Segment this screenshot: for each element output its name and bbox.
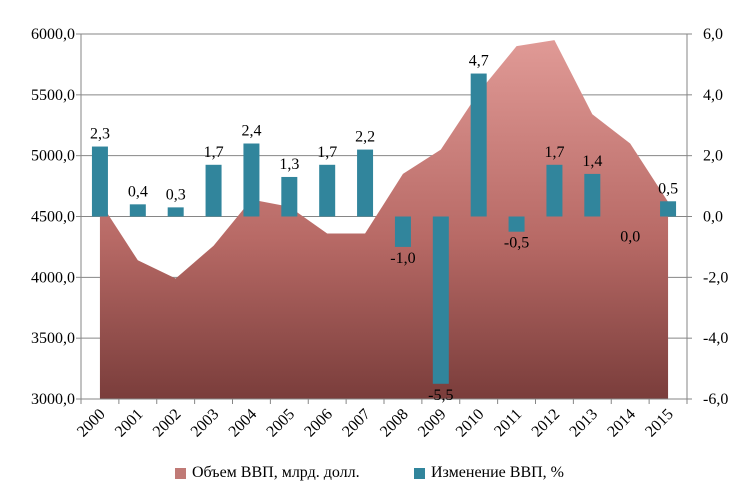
area-fill bbox=[99, 40, 669, 399]
area-series bbox=[99, 40, 669, 399]
legend-swatch-area bbox=[175, 467, 186, 479]
right-tick-label: 2,0 bbox=[703, 148, 723, 165]
legend: Объем ВВП, млрд. долл. Изменение ВВП, % bbox=[0, 464, 741, 488]
left-tick-label: 5000,0 bbox=[31, 148, 75, 165]
data-label: -0,5 bbox=[504, 235, 529, 252]
bar bbox=[584, 173, 601, 217]
x-tick-label: 2012 bbox=[529, 406, 564, 441]
x-tick-label: 2013 bbox=[566, 406, 601, 441]
data-label: 1,7 bbox=[544, 144, 564, 161]
bar bbox=[546, 164, 563, 217]
right-tick-label: 0,0 bbox=[703, 209, 723, 226]
right-tick-label: 6,0 bbox=[703, 26, 723, 43]
data-label: 1,7 bbox=[317, 144, 337, 161]
bar bbox=[470, 73, 487, 217]
x-tick-label: 2007 bbox=[339, 406, 374, 441]
legend-item-area: Объем ВВП, млрд. долл. bbox=[175, 464, 360, 482]
right-tick-label: -2,0 bbox=[703, 269, 728, 286]
legend-label-bar: Изменение ВВП, % bbox=[431, 464, 564, 481]
legend-item-bar: Изменение ВВП, % bbox=[414, 464, 564, 482]
right-tick-label: 4,0 bbox=[703, 87, 723, 104]
bar bbox=[281, 176, 298, 217]
data-label: 1,7 bbox=[204, 144, 224, 161]
data-label: 0,4 bbox=[128, 183, 148, 200]
data-label: 1,4 bbox=[582, 153, 602, 170]
bar bbox=[205, 164, 222, 217]
legend-swatch-bar bbox=[414, 467, 425, 479]
data-label: 1,3 bbox=[279, 156, 299, 173]
bar bbox=[394, 216, 411, 247]
x-tick-label: 2001 bbox=[112, 406, 147, 441]
data-label: 0,5 bbox=[658, 180, 678, 197]
data-label: 2,3 bbox=[90, 126, 110, 143]
bar bbox=[432, 216, 449, 384]
bar bbox=[243, 143, 260, 217]
x-tick-label: 2009 bbox=[415, 406, 450, 441]
data-label: -5,5 bbox=[428, 387, 453, 404]
left-tick-label: 4000,0 bbox=[31, 269, 75, 286]
bar bbox=[167, 207, 184, 217]
chart: 3000,0 3500,0 4000,0 4500,0 5000,0 5500,0 6000… bbox=[31, 26, 728, 441]
bar bbox=[319, 164, 336, 217]
bar bbox=[91, 146, 108, 217]
left-tick-label: 5500,0 bbox=[31, 87, 75, 104]
data-label: 2,2 bbox=[355, 129, 375, 146]
bar bbox=[129, 204, 146, 217]
data-label: 0,3 bbox=[166, 186, 186, 203]
data-label: 4,7 bbox=[469, 53, 489, 70]
x-tick-label: 2010 bbox=[453, 406, 488, 441]
x-tick-label: 2014 bbox=[604, 406, 639, 441]
x-tick-label: 2008 bbox=[377, 406, 412, 441]
x-tick-label: 2006 bbox=[301, 406, 336, 441]
x-tick-label: 2003 bbox=[188, 406, 223, 441]
data-labels: 2,3 0,4 0,3 1,7 2,4 1,3 1,7 2,2 -1,0 -5,5 4,7 -0,5 1… bbox=[90, 53, 678, 404]
bar bbox=[660, 201, 677, 217]
legend-label-area: Объем ВВП, млрд. долл. bbox=[192, 464, 360, 481]
bar bbox=[508, 216, 525, 232]
right-tick-label: -4,0 bbox=[703, 330, 728, 347]
x-tick-label: 2015 bbox=[642, 406, 677, 441]
x-tick-label: 2005 bbox=[263, 406, 298, 441]
data-label: -1,0 bbox=[390, 250, 415, 267]
data-label: 0,0 bbox=[620, 229, 640, 246]
left-tick-label: 4500,0 bbox=[31, 209, 75, 226]
left-tick-label: 3500,0 bbox=[31, 330, 75, 347]
right-tick-label: -6,0 bbox=[703, 391, 728, 408]
left-tick-label: 6000,0 bbox=[31, 26, 75, 43]
data-label: 2,4 bbox=[241, 123, 261, 140]
bar bbox=[357, 149, 374, 217]
x-tick-label: 2004 bbox=[226, 406, 261, 441]
x-tick-label: 2011 bbox=[491, 406, 525, 440]
left-tick-label: 3000,0 bbox=[31, 391, 75, 408]
bar-series bbox=[91, 73, 677, 384]
x-tick-label: 2002 bbox=[150, 406, 185, 441]
x-tick-label: 2000 bbox=[74, 406, 109, 441]
